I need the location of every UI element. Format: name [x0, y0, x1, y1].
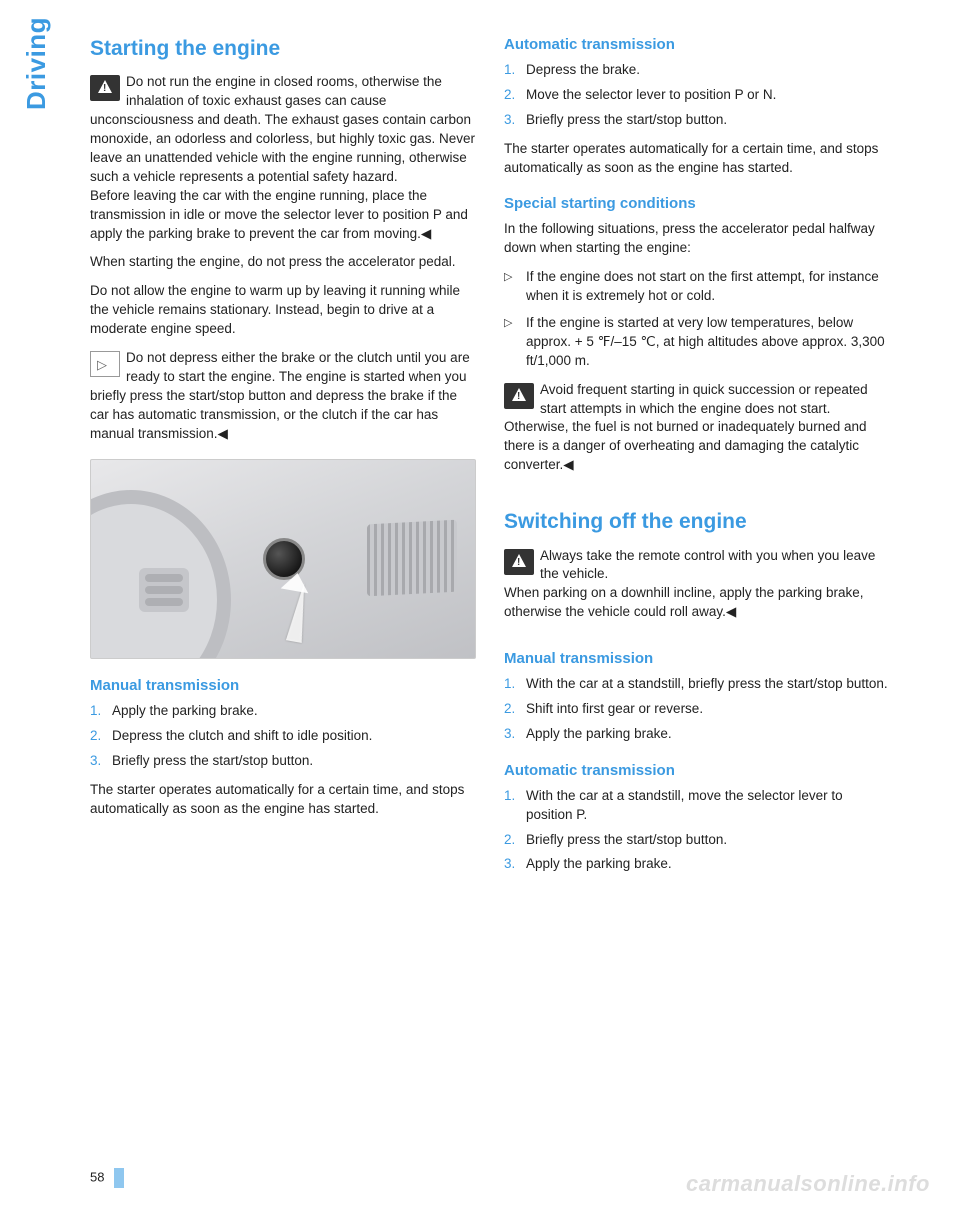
heading-auto-trans: Automatic transmission: [504, 34, 890, 55]
warning-text-3b: When parking on a downhill incline, appl…: [504, 585, 863, 619]
heading-off-manual: Manual transmission: [504, 648, 890, 669]
list-item: 3.Briefly press the start/stop button.: [504, 111, 890, 130]
list-item: If the engine is started at very low tem…: [504, 314, 890, 371]
step-text: Briefly press the start/stop button.: [112, 753, 313, 768]
section-label: Driving: [18, 17, 54, 110]
step-text: Shift into first gear or reverse.: [526, 701, 703, 716]
list-item: 2.Move the selector lever to position P …: [504, 86, 890, 105]
para-no-warmup: Do not allow the engine to warm up by le…: [90, 282, 476, 339]
figure-arrowhead: [281, 571, 312, 594]
list-item: 1.With the car at a standstill, move the…: [504, 787, 890, 825]
figure-start-button: [90, 459, 476, 659]
list-auto-start: 1.Depress the brake. 2.Move the selector…: [504, 61, 890, 130]
heading-manual-trans: Manual transmission: [90, 675, 476, 696]
warning-closed-rooms: Do not run the engine in closed rooms, o…: [90, 73, 476, 243]
list-item: 3.Apply the parking brake.: [504, 855, 890, 874]
step-text: Briefly press the start/stop button.: [526, 832, 727, 847]
step-text: Briefly press the start/stop button.: [526, 112, 727, 127]
list-manual-start: 1.Apply the parking brake. 2.Depress the…: [90, 702, 476, 771]
list-off-auto: 1.With the car at a standstill, move the…: [504, 787, 890, 875]
page-content: Starting the engine Do not run the engin…: [0, 0, 960, 944]
para-special-intro: In the following situations, press the a…: [504, 220, 890, 258]
step-text: Apply the parking brake.: [526, 726, 672, 741]
heading-off-auto: Automatic transmission: [504, 760, 890, 781]
right-column: Automatic transmission 1.Depress the bra…: [504, 30, 890, 884]
step-text: Move the selector lever to position P or…: [526, 87, 776, 102]
step-text: Depress the brake.: [526, 62, 640, 77]
list-item: 1.With the car at a standstill, briefly …: [504, 675, 890, 694]
list-off-manual: 1.With the car at a standstill, briefly …: [504, 675, 890, 744]
figure-wheel-buttons: [139, 568, 189, 612]
para-no-accelerator: When starting the engine, do not press t…: [90, 253, 476, 272]
step-text: With the car at a standstill, move the s…: [526, 788, 843, 822]
list-item: 3.Briefly press the start/stop button.: [90, 752, 476, 771]
list-item: 3.Apply the parking brake.: [504, 725, 890, 744]
warning-text-1: Do not run the engine in closed rooms, o…: [90, 74, 475, 183]
warning-remote-control: Always take the remote control with you …: [504, 547, 890, 623]
list-item: 1.Depress the brake.: [504, 61, 890, 80]
bullet-text: If the engine does not start on the firs…: [526, 269, 879, 303]
list-special-conditions: If the engine does not start on the firs…: [504, 268, 890, 370]
warning-icon: [504, 549, 534, 575]
para-starter-auto-2: The starter operates automatically for a…: [504, 140, 890, 178]
page-mark: [114, 1168, 124, 1188]
note-icon: [90, 351, 120, 377]
page-footer: 58: [90, 1168, 124, 1188]
note-brake-clutch: Do not depress either the brake or the c…: [90, 349, 476, 443]
note-text-1: Do not depress either the brake or the c…: [90, 350, 470, 441]
heading-switching-off: Switching off the engine: [504, 507, 890, 536]
figure-vents: [367, 520, 457, 597]
warning-text-2: Avoid frequent starting in quick success…: [504, 382, 868, 473]
left-column: Starting the engine Do not run the engin…: [90, 30, 476, 884]
step-text: Apply the parking brake.: [526, 856, 672, 871]
step-text: With the car at a standstill, briefly pr…: [526, 676, 888, 691]
warning-icon: [504, 383, 534, 409]
step-text: Depress the clutch and shift to idle pos…: [112, 728, 372, 743]
bullet-text: If the engine is started at very low tem…: [526, 315, 885, 368]
list-item: 2.Depress the clutch and shift to idle p…: [90, 727, 476, 746]
list-item: 1.Apply the parking brake.: [90, 702, 476, 721]
list-item: 2.Briefly press the start/stop button.: [504, 831, 890, 850]
heading-starting-engine: Starting the engine: [90, 34, 476, 63]
list-item: 2.Shift into first gear or reverse.: [504, 700, 890, 719]
page-number: 58: [90, 1169, 104, 1184]
step-text: Apply the parking brake.: [112, 703, 258, 718]
para-starter-auto: The starter operates automatically for a…: [90, 781, 476, 819]
warning-text-3: Always take the remote control with you …: [540, 548, 875, 582]
watermark: carmanualsonline.info: [686, 1169, 930, 1200]
warning-text-1b: Before leaving the car with the engine r…: [90, 188, 468, 241]
heading-special-conditions: Special starting conditions: [504, 193, 890, 214]
warning-frequent-start: Avoid frequent starting in quick success…: [504, 381, 890, 475]
warning-icon: [90, 75, 120, 101]
list-item: If the engine does not start on the firs…: [504, 268, 890, 306]
